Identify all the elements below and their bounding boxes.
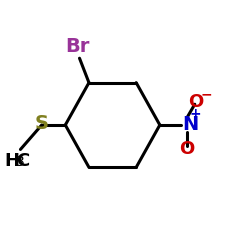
Text: Br: Br [65,37,89,56]
Text: H: H [4,152,19,170]
Text: C: C [16,152,30,170]
Text: S: S [35,114,49,133]
Text: O: O [179,140,194,158]
Text: +: + [190,107,201,121]
Text: −: − [201,88,212,102]
Text: O: O [188,93,204,111]
Text: 3: 3 [16,155,24,169]
Text: N: N [182,116,198,134]
